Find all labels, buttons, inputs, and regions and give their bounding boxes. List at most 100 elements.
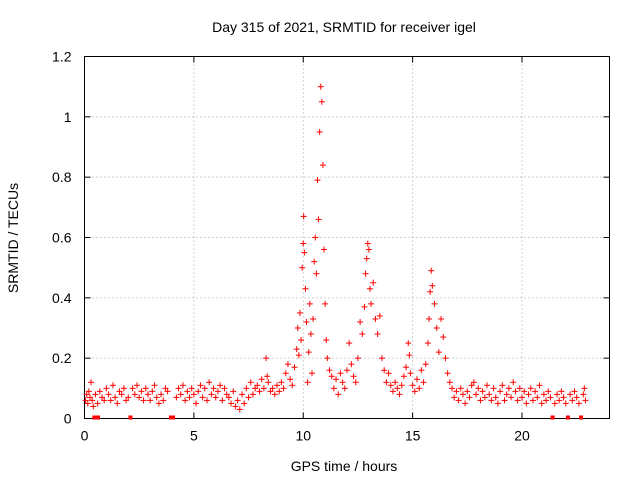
data-point bbox=[372, 315, 379, 322]
data-point bbox=[427, 288, 434, 295]
zero-marker bbox=[168, 415, 173, 420]
data-point bbox=[234, 397, 241, 404]
y-tick-label: 0 bbox=[64, 411, 72, 427]
data-point bbox=[134, 382, 140, 389]
data-point bbox=[429, 282, 436, 289]
data-point bbox=[381, 367, 388, 374]
chart-title: Day 315 of 2021, SRMTID for receiver ige… bbox=[212, 19, 476, 35]
data-point bbox=[534, 394, 541, 401]
data-point bbox=[301, 249, 308, 256]
y-tick-label: 0.8 bbox=[52, 169, 72, 185]
data-point bbox=[383, 379, 390, 386]
data-point bbox=[271, 391, 278, 398]
data-point bbox=[477, 397, 484, 404]
data-point bbox=[274, 382, 280, 389]
data-point bbox=[481, 394, 488, 401]
data-point bbox=[321, 246, 328, 253]
data-point bbox=[379, 355, 385, 362]
data-point bbox=[571, 388, 578, 395]
data-point bbox=[82, 397, 89, 404]
data-point bbox=[112, 394, 119, 401]
data-point bbox=[459, 391, 466, 398]
data-point bbox=[582, 397, 589, 404]
data-point bbox=[90, 403, 97, 410]
zero-marker bbox=[550, 415, 555, 420]
data-point bbox=[86, 394, 93, 401]
data-point bbox=[424, 340, 431, 347]
data-point bbox=[195, 388, 202, 395]
y-tick-label: 0.4 bbox=[52, 290, 72, 306]
data-point bbox=[263, 355, 270, 362]
data-point bbox=[101, 397, 108, 404]
data-point bbox=[364, 240, 371, 247]
zero-marker bbox=[96, 415, 101, 420]
data-point bbox=[346, 340, 353, 347]
x-tick-label: 15 bbox=[405, 428, 421, 444]
data-point bbox=[153, 394, 160, 401]
data-point bbox=[184, 388, 191, 395]
data-point bbox=[337, 370, 344, 377]
data-point bbox=[186, 394, 193, 401]
data-point bbox=[414, 376, 420, 383]
data-point bbox=[350, 373, 357, 380]
data-point bbox=[335, 391, 342, 398]
data-point bbox=[160, 397, 167, 404]
data-point bbox=[319, 162, 326, 169]
data-point bbox=[538, 400, 545, 407]
data-point bbox=[438, 315, 445, 322]
data-point bbox=[503, 391, 510, 398]
data-point bbox=[361, 303, 368, 310]
data-point bbox=[116, 388, 123, 395]
data-point bbox=[94, 400, 101, 407]
data-point bbox=[307, 331, 314, 338]
data-point bbox=[392, 379, 399, 386]
data-point bbox=[333, 376, 340, 383]
data-point bbox=[354, 355, 361, 362]
data-point bbox=[278, 379, 285, 386]
data-point bbox=[149, 388, 156, 395]
data-point bbox=[310, 315, 317, 322]
data-point bbox=[105, 391, 112, 398]
data-point bbox=[232, 403, 239, 410]
data-point bbox=[109, 382, 116, 389]
data-point bbox=[252, 385, 259, 392]
data-point bbox=[484, 382, 490, 389]
data-point bbox=[197, 382, 204, 389]
data-point bbox=[468, 382, 475, 389]
data-point bbox=[158, 391, 165, 398]
data-point bbox=[317, 83, 324, 90]
data-point bbox=[554, 391, 560, 398]
data-point bbox=[442, 355, 449, 362]
data-point bbox=[125, 394, 132, 401]
data-point bbox=[313, 270, 320, 277]
data-point bbox=[204, 397, 210, 404]
data-point bbox=[131, 391, 138, 398]
data-point bbox=[295, 352, 302, 359]
data-point bbox=[540, 391, 547, 398]
data-point bbox=[376, 312, 383, 319]
data-point bbox=[303, 318, 310, 325]
data-point bbox=[521, 388, 528, 395]
data-point bbox=[322, 300, 329, 307]
data-point bbox=[433, 325, 440, 331]
data-point bbox=[326, 367, 333, 374]
data-point bbox=[118, 391, 125, 398]
data-point bbox=[230, 388, 237, 395]
data-point bbox=[352, 379, 359, 386]
zero-marker bbox=[171, 415, 176, 420]
data-point bbox=[573, 394, 580, 401]
data-point bbox=[190, 391, 197, 398]
data-point bbox=[123, 397, 130, 404]
data-point bbox=[276, 388, 283, 395]
data-point bbox=[99, 394, 105, 401]
data-point bbox=[444, 370, 451, 377]
data-point bbox=[201, 385, 208, 392]
data-point bbox=[258, 376, 265, 383]
data-point bbox=[365, 246, 372, 253]
data-point bbox=[298, 337, 305, 344]
data-point bbox=[348, 361, 355, 368]
data-point bbox=[328, 373, 335, 380]
data-point bbox=[435, 349, 442, 356]
